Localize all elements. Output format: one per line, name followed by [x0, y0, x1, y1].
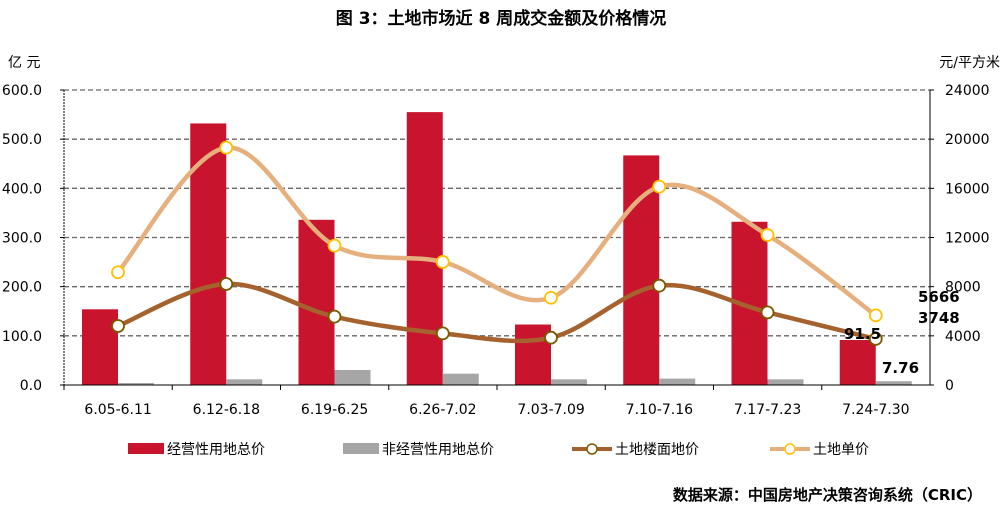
right-axis-tick-label: 0: [945, 378, 954, 394]
point-unit-price: [760, 228, 775, 242]
legend: 经营性用地总价 非经营性用地总价 土地楼面地价 土地单价: [128, 442, 869, 458]
bar-commercial: [82, 309, 118, 385]
data-label-unit-price-last: 5666: [918, 288, 960, 306]
left-axis-unit: 亿 元: [8, 55, 40, 71]
x-axis-tick-label: 7.17-7.23: [734, 402, 801, 418]
legend-swatch-noncommercial: [343, 443, 379, 454]
legend-label-commercial: 经营性用地总价: [167, 442, 265, 458]
legend-marker-floor-price: [586, 443, 598, 455]
point-unit-price: [435, 255, 450, 269]
left-axis-tick-label: 600.0: [2, 83, 42, 99]
bar-noncommercial: [118, 383, 154, 385]
x-axis-tick-label: 6.26-7.02: [409, 402, 476, 418]
source-note: 数据来源：中国房地产决策咨询系统（CRIC）: [673, 486, 982, 504]
left-axis-tick-label: 100.0: [2, 329, 42, 345]
right-axis-tick-label: 24000: [945, 83, 990, 99]
data-label-commercial-last: 91.5: [844, 325, 881, 343]
point-floor-price: [111, 319, 125, 333]
point-floor-price: [868, 332, 883, 346]
line-floor-price: [117, 281, 877, 344]
bar-commercial: [406, 112, 443, 385]
left-axis-tick-label: 500.0: [2, 132, 42, 148]
left-axis-tick-label: 400.0: [2, 181, 42, 197]
right-axis-tick-label: 20000: [945, 132, 990, 148]
bar-noncommercial: [226, 379, 263, 385]
right-axis-unit: 元/平方米: [939, 55, 1000, 71]
point-floor-price: [219, 277, 234, 291]
point-unit-price: [868, 308, 883, 323]
left-axis-tick-label: 300.0: [2, 231, 42, 247]
bar-noncommercial: [442, 373, 479, 385]
bar-noncommercial: [767, 379, 804, 385]
x-axis-tick-label: 6.05-6.11: [84, 402, 151, 418]
x-axis-tick-label: 6.12-6.18: [193, 402, 260, 418]
point-unit-price: [327, 238, 342, 253]
chart-title: 图 3：土地市场近 8 周成交金额及价格情况: [336, 8, 666, 29]
point-floor-price: [652, 278, 667, 293]
legend-marker-unit-price: [784, 443, 796, 455]
x-axis-tick-label: 7.03-7.09: [517, 402, 584, 418]
point-floor-price: [760, 305, 775, 320]
legend-label-unit-price: 土地单价: [813, 442, 869, 458]
point-unit-price: [544, 290, 558, 305]
right-axis-tick-label: 8000: [945, 280, 981, 296]
legend-label-floor-price: 土地楼面地价: [615, 442, 699, 458]
bar-commercial: [839, 340, 876, 385]
right-axis-tick-label: 4000: [945, 329, 981, 345]
x-axis-tick-label: 7.10-7.16: [626, 402, 693, 418]
point-floor-price: [544, 330, 558, 345]
point-unit-price: [219, 140, 234, 155]
bar-noncommercial: [659, 378, 696, 385]
point-floor-price: [435, 326, 450, 341]
point-floor-price: [327, 309, 342, 324]
data-label-floor-price-last: 3748: [918, 309, 960, 327]
legend-swatch-commercial: [128, 443, 164, 454]
right-axis-tick-label: 16000: [945, 181, 990, 197]
legend-label-noncommercial: 非经营性用地总价: [382, 442, 494, 458]
bar-noncommercial: [334, 370, 371, 385]
bar-commercial: [190, 123, 227, 385]
x-axis-tick-label: 7.24-7.30: [842, 402, 909, 418]
point-unit-price: [111, 265, 125, 280]
left-axis-tick-label: 0.0: [20, 378, 42, 394]
left-axis-tick-label: 200.0: [2, 280, 42, 296]
bar-noncommercial: [875, 381, 912, 385]
bar-commercial: [623, 155, 660, 385]
x-axis-tick-label: 6.19-6.25: [301, 402, 368, 418]
bar-noncommercial: [551, 379, 587, 385]
right-axis-tick-label: 12000: [945, 231, 990, 247]
data-label-noncommercial-last: 7.76: [882, 359, 919, 377]
point-unit-price: [652, 179, 667, 194]
